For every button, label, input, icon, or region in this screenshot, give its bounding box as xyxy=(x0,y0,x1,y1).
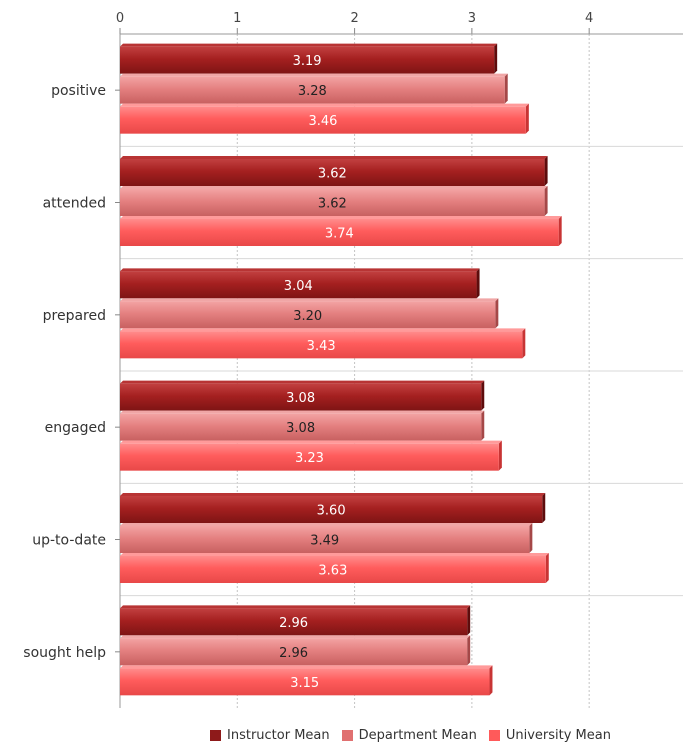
bar-side-face xyxy=(498,440,502,471)
data-label: 3.28 xyxy=(298,84,327,99)
bar-side-face xyxy=(542,493,546,523)
data-label: 3.08 xyxy=(286,391,315,406)
x-tick-label: 4 xyxy=(585,11,593,26)
bar-top-face xyxy=(120,43,498,47)
bar xyxy=(120,638,468,666)
data-label: 3.19 xyxy=(293,54,322,69)
bar-side-face xyxy=(558,216,562,246)
bar xyxy=(120,443,499,471)
bar-top-face xyxy=(120,553,549,556)
bar-side-face xyxy=(476,268,480,299)
bar-top-face xyxy=(120,216,562,219)
legend-item-university: University Mean xyxy=(488,728,611,743)
bar-side-face xyxy=(529,523,533,553)
bar-top-face xyxy=(120,186,548,189)
bar-top-face xyxy=(120,493,546,496)
bar xyxy=(120,271,477,299)
bar xyxy=(120,556,546,583)
bar xyxy=(120,301,496,329)
data-label: 3.62 xyxy=(318,197,347,212)
legend-swatch-department xyxy=(341,730,353,741)
bar-side-face xyxy=(481,380,485,411)
bar-side-face xyxy=(522,328,526,359)
bar-top-face xyxy=(120,410,485,414)
category-label: engaged xyxy=(45,420,106,436)
data-label: 3.62 xyxy=(318,167,347,182)
bar-top-face xyxy=(120,298,499,302)
bar xyxy=(120,46,495,74)
legend-item-instructor: Instructor Mean xyxy=(210,728,330,743)
bar-side-face xyxy=(494,43,498,74)
bar xyxy=(120,219,559,246)
category-label: sought help xyxy=(23,645,106,661)
bar-top-face xyxy=(120,156,548,159)
bar-side-face xyxy=(544,156,548,186)
bar-side-face xyxy=(467,605,471,636)
bar-top-face xyxy=(120,268,480,272)
data-label: 3.23 xyxy=(295,451,324,466)
bar xyxy=(120,608,468,636)
data-label: 3.49 xyxy=(310,534,339,549)
bar-side-face xyxy=(467,635,471,666)
bar xyxy=(120,331,523,359)
category-label: prepared xyxy=(43,308,106,324)
data-label: 3.04 xyxy=(284,279,313,294)
bar-top-face xyxy=(120,605,471,609)
category-label: positive xyxy=(51,83,106,99)
bar xyxy=(120,383,482,411)
bar-side-face xyxy=(544,186,548,216)
bar xyxy=(120,159,545,186)
bar xyxy=(120,668,490,696)
bar xyxy=(120,526,530,553)
x-tick-label: 1 xyxy=(233,11,241,26)
bar-top-face xyxy=(120,635,471,639)
bar-side-face xyxy=(504,73,508,104)
data-label: 3.15 xyxy=(290,676,319,691)
legend-label-department: Department Mean xyxy=(358,728,477,743)
data-label: 3.43 xyxy=(307,339,336,354)
data-label: 2.96 xyxy=(279,646,308,661)
bar xyxy=(120,189,545,216)
legend-swatch-university xyxy=(488,730,500,741)
x-tick-label: 0 xyxy=(116,11,124,26)
bar-side-face xyxy=(525,103,529,134)
bar-side-face xyxy=(481,410,485,441)
data-label: 3.63 xyxy=(318,564,347,579)
bar-top-face xyxy=(120,103,529,107)
bar-chart: 0 1 2 3 4 positive 3.19 3.28 3.46 attended 3.62 3.… xyxy=(23,11,683,708)
bar-top-face xyxy=(120,523,533,526)
data-label: 3.20 xyxy=(293,309,322,324)
bar-side-face xyxy=(489,665,493,696)
legend: Instructor Mean Department Mean Universi… xyxy=(210,728,611,743)
category-label: up-to-date xyxy=(32,533,106,549)
bar-top-face xyxy=(120,380,485,384)
bar-top-face xyxy=(120,440,502,444)
x-tick-label: 2 xyxy=(350,11,358,26)
legend-item-department: Department Mean xyxy=(341,728,477,743)
bar-top-face xyxy=(120,665,493,669)
data-label: 2.96 xyxy=(279,616,308,631)
legend-swatch-instructor xyxy=(210,730,221,741)
data-label: 3.08 xyxy=(286,421,315,436)
bar-side-face xyxy=(545,553,549,583)
data-label: 3.46 xyxy=(308,114,337,129)
data-label: 3.60 xyxy=(317,504,346,519)
bar xyxy=(120,413,482,441)
category-label: attended xyxy=(43,196,106,212)
x-tick-label: 3 xyxy=(468,11,476,26)
bar-side-face xyxy=(495,298,499,329)
bar-top-face xyxy=(120,73,508,77)
legend-label-university: University Mean xyxy=(505,728,611,743)
bar xyxy=(120,496,543,523)
data-label: 3.74 xyxy=(325,227,354,242)
bar-top-face xyxy=(120,328,526,332)
bar xyxy=(120,106,526,134)
bar xyxy=(120,76,505,104)
legend-label-instructor: Instructor Mean xyxy=(227,728,330,743)
